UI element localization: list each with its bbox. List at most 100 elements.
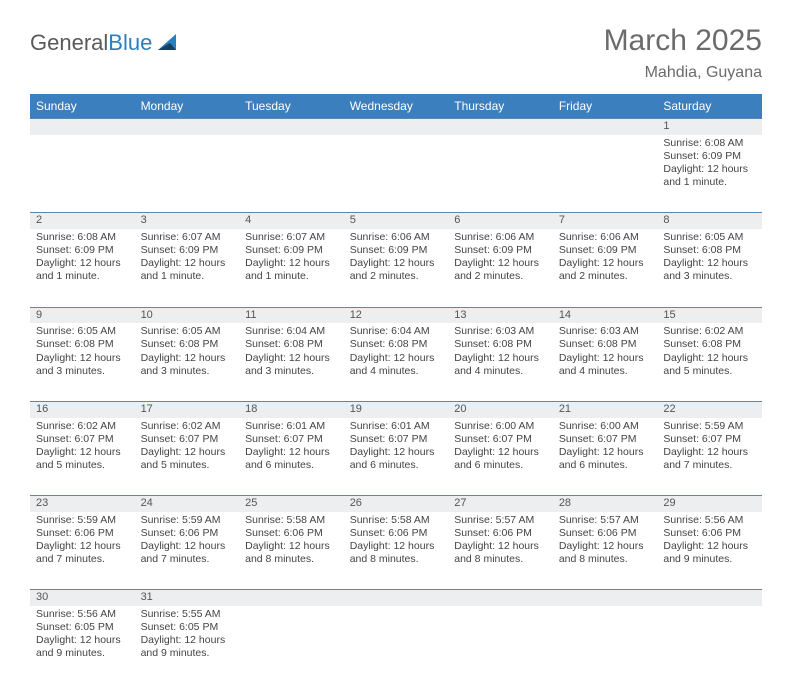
sunset-text: Sunset: 6:07 PM [454, 433, 547, 446]
daylight-text-1: Daylight: 12 hours [245, 540, 338, 553]
sunrise-text: Sunrise: 6:05 AM [663, 231, 756, 244]
day-number-cell: 24 [135, 496, 240, 512]
sunset-text: Sunset: 6:08 PM [141, 338, 234, 351]
day-number-cell [30, 119, 135, 135]
sunrise-text: Sunrise: 6:00 AM [559, 420, 652, 433]
daylight-text-1: Daylight: 12 hours [663, 446, 756, 459]
daylight-text-2: and 4 minutes. [454, 365, 547, 378]
sunrise-text: Sunrise: 6:05 AM [141, 325, 234, 338]
sunrise-text: Sunrise: 6:05 AM [36, 325, 129, 338]
logo: GeneralBlue [30, 30, 180, 56]
daylight-text-1: Daylight: 12 hours [559, 352, 652, 365]
week-content-row: Sunrise: 6:08 AMSunset: 6:09 PMDaylight:… [30, 135, 762, 213]
sunset-text: Sunset: 6:09 PM [663, 150, 756, 163]
sunrise-text: Sunrise: 5:57 AM [559, 514, 652, 527]
day-number-cell [135, 119, 240, 135]
sunrise-text: Sunrise: 6:07 AM [141, 231, 234, 244]
day-number-cell [657, 590, 762, 606]
sunrise-text: Sunrise: 5:57 AM [454, 514, 547, 527]
daylight-text-2: and 8 minutes. [559, 553, 652, 566]
day-content-cell [344, 135, 449, 213]
day-number-cell: 18 [239, 401, 344, 417]
daylight-text-1: Daylight: 12 hours [350, 540, 443, 553]
sunset-text: Sunset: 6:07 PM [350, 433, 443, 446]
day-content-cell: Sunrise: 6:05 AMSunset: 6:08 PMDaylight:… [135, 323, 240, 401]
day-number-cell: 17 [135, 401, 240, 417]
day-content-cell: Sunrise: 5:57 AMSunset: 6:06 PMDaylight:… [448, 512, 553, 590]
week-daynum-row: 16171819202122 [30, 401, 762, 417]
daylight-text-1: Daylight: 12 hours [36, 446, 129, 459]
daylight-text-2: and 6 minutes. [350, 459, 443, 472]
day-number-cell [344, 590, 449, 606]
sunset-text: Sunset: 6:09 PM [141, 244, 234, 257]
daylight-text-1: Daylight: 12 hours [350, 352, 443, 365]
sunrise-text: Sunrise: 6:02 AM [663, 325, 756, 338]
sunset-text: Sunset: 6:09 PM [36, 244, 129, 257]
daylight-text-1: Daylight: 12 hours [454, 540, 547, 553]
sunrise-text: Sunrise: 6:02 AM [36, 420, 129, 433]
sunset-text: Sunset: 6:07 PM [36, 433, 129, 446]
sunset-text: Sunset: 6:08 PM [36, 338, 129, 351]
sunset-text: Sunset: 6:08 PM [454, 338, 547, 351]
sunrise-text: Sunrise: 5:59 AM [36, 514, 129, 527]
sunrise-text: Sunrise: 6:07 AM [245, 231, 338, 244]
sunrise-text: Sunrise: 5:59 AM [663, 420, 756, 433]
sunset-text: Sunset: 6:07 PM [663, 433, 756, 446]
week-daynum-row: 2345678 [30, 213, 762, 229]
sunset-text: Sunset: 6:08 PM [663, 244, 756, 257]
day-content-cell [657, 606, 762, 684]
sunrise-text: Sunrise: 6:08 AM [663, 137, 756, 150]
sunset-text: Sunset: 6:06 PM [245, 527, 338, 540]
logo-text: GeneralBlue [30, 30, 152, 56]
sunrise-text: Sunrise: 6:01 AM [350, 420, 443, 433]
daylight-text-2: and 9 minutes. [141, 647, 234, 660]
dow-header: Thursday [448, 94, 553, 119]
header: GeneralBlue March 2025 Mahdia, Guyana [30, 24, 762, 82]
daylight-text-1: Daylight: 12 hours [245, 352, 338, 365]
day-number-cell: 9 [30, 307, 135, 323]
day-number-cell [553, 119, 658, 135]
daylight-text-2: and 3 minutes. [663, 270, 756, 283]
daylight-text-1: Daylight: 12 hours [245, 257, 338, 270]
week-daynum-row: 1 [30, 119, 762, 135]
day-number-cell: 15 [657, 307, 762, 323]
daylight-text-2: and 5 minutes. [663, 365, 756, 378]
sunset-text: Sunset: 6:07 PM [141, 433, 234, 446]
daylight-text-1: Daylight: 12 hours [141, 446, 234, 459]
sunset-text: Sunset: 6:08 PM [350, 338, 443, 351]
logo-text-2: Blue [108, 30, 152, 55]
daylight-text-2: and 6 minutes. [245, 459, 338, 472]
daylight-text-1: Daylight: 12 hours [454, 257, 547, 270]
day-content-cell: Sunrise: 5:59 AMSunset: 6:07 PMDaylight:… [657, 418, 762, 496]
week-content-row: Sunrise: 6:05 AMSunset: 6:08 PMDaylight:… [30, 323, 762, 401]
day-content-cell: Sunrise: 6:06 AMSunset: 6:09 PMDaylight:… [553, 229, 658, 307]
daylight-text-2: and 6 minutes. [559, 459, 652, 472]
day-number-cell: 26 [344, 496, 449, 512]
day-number-cell: 30 [30, 590, 135, 606]
day-content-cell: Sunrise: 6:07 AMSunset: 6:09 PMDaylight:… [239, 229, 344, 307]
daylight-text-1: Daylight: 12 hours [36, 257, 129, 270]
day-content-cell: Sunrise: 6:05 AMSunset: 6:08 PMDaylight:… [657, 229, 762, 307]
day-number-cell: 31 [135, 590, 240, 606]
day-number-cell: 3 [135, 213, 240, 229]
day-content-cell: Sunrise: 6:06 AMSunset: 6:09 PMDaylight:… [344, 229, 449, 307]
day-number-cell: 27 [448, 496, 553, 512]
daylight-text-1: Daylight: 12 hours [141, 540, 234, 553]
daylight-text-1: Daylight: 12 hours [141, 634, 234, 647]
day-number-cell [448, 590, 553, 606]
sunrise-text: Sunrise: 5:59 AM [141, 514, 234, 527]
dow-header: Tuesday [239, 94, 344, 119]
sunrise-text: Sunrise: 6:03 AM [559, 325, 652, 338]
day-content-cell: Sunrise: 5:59 AMSunset: 6:06 PMDaylight:… [135, 512, 240, 590]
day-content-cell: Sunrise: 6:04 AMSunset: 6:08 PMDaylight:… [239, 323, 344, 401]
day-number-cell: 8 [657, 213, 762, 229]
week-daynum-row: 9101112131415 [30, 307, 762, 323]
daylight-text-1: Daylight: 12 hours [36, 634, 129, 647]
sunset-text: Sunset: 6:06 PM [559, 527, 652, 540]
day-content-cell: Sunrise: 5:58 AMSunset: 6:06 PMDaylight:… [239, 512, 344, 590]
day-content-cell [344, 606, 449, 684]
sunset-text: Sunset: 6:09 PM [454, 244, 547, 257]
sunrise-text: Sunrise: 6:04 AM [350, 325, 443, 338]
dow-header: Sunday [30, 94, 135, 119]
daylight-text-2: and 1 minute. [36, 270, 129, 283]
